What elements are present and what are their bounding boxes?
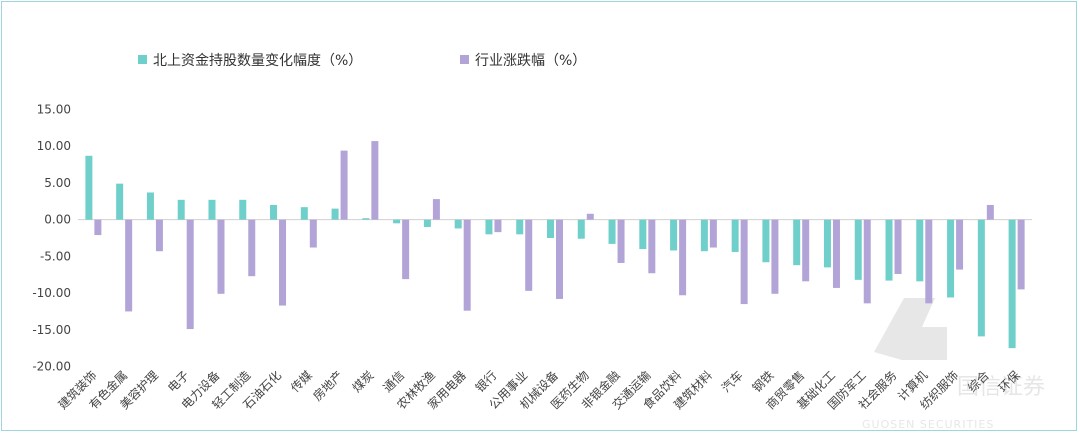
bar [432, 199, 440, 220]
bar [916, 219, 924, 282]
x-tick-label: 钢铁 [750, 368, 777, 395]
bar [270, 204, 278, 220]
bar [885, 219, 893, 281]
bar [709, 219, 717, 248]
bar [279, 219, 287, 306]
legend-swatch-north [138, 55, 147, 64]
legend: 北上资金持股数量变化幅度（%） 行业涨跌幅（%） [138, 53, 586, 69]
bar [155, 219, 163, 252]
bar [802, 219, 810, 282]
x-tick-label: 电子 [165, 368, 192, 395]
x-tick-label: 传媒 [287, 368, 315, 396]
bar [670, 219, 678, 251]
bar [525, 219, 533, 291]
bar [986, 204, 994, 220]
y-tick-label: -15.00 [32, 323, 71, 337]
bar [402, 219, 410, 280]
bar [94, 219, 102, 236]
bar-series [85, 141, 1025, 349]
bar [863, 219, 871, 304]
bar [125, 219, 133, 312]
bar [516, 219, 524, 235]
bar [854, 219, 862, 280]
bar [1017, 219, 1025, 290]
bar [679, 219, 687, 296]
bar [731, 219, 739, 252]
x-tick-label: 通信 [380, 368, 407, 395]
legend-swatch-industry [460, 55, 469, 64]
bar [547, 219, 554, 238]
bar [331, 208, 339, 220]
bar [700, 219, 708, 252]
bar [608, 219, 616, 244]
bar [85, 155, 93, 220]
bar [362, 218, 370, 220]
bar [300, 207, 308, 220]
bar [340, 150, 348, 220]
bar [248, 219, 256, 277]
legend-label-north: 北上资金持股数量变化幅度（%） [153, 53, 362, 69]
series-industry-change [94, 141, 1025, 330]
bar [577, 219, 585, 239]
y-tick-label: -20.00 [32, 360, 71, 374]
bar [116, 183, 124, 220]
y-tick-label: 15.00 [37, 103, 71, 117]
bar [925, 219, 933, 304]
bar [956, 219, 964, 270]
y-tick-label: 10.00 [37, 139, 71, 153]
bar [556, 219, 563, 299]
bar [832, 219, 840, 288]
bar [463, 219, 471, 311]
x-tick-label: 房地产 [310, 368, 346, 404]
bar [393, 219, 401, 224]
bar [894, 219, 902, 274]
y-tick-label: 0.00 [44, 213, 71, 227]
bar [793, 219, 801, 266]
bar [648, 219, 656, 274]
watermark-shape [874, 298, 947, 360]
bar [771, 219, 779, 294]
bar [177, 199, 185, 220]
bar [617, 219, 625, 263]
bar [146, 192, 154, 220]
watermark-logo: 国信证券 GUOSEN SECURITIES [862, 298, 1045, 431]
bar [217, 219, 225, 294]
bar [947, 219, 955, 298]
legend-label-industry: 行业涨跌幅（%） [475, 53, 586, 69]
bar [208, 199, 216, 220]
bar [762, 219, 770, 263]
bar [423, 219, 431, 227]
y-axis: 15.00 10.00 5.00 0.00 -5.00 -10.00 -15.00 -20.0… [32, 103, 71, 374]
y-tick-label: -10.00 [32, 286, 71, 300]
bar [186, 219, 194, 330]
bar [494, 219, 502, 233]
bar [977, 219, 985, 337]
watermark-brand-en: GUOSEN SECURITIES [862, 418, 994, 431]
x-tick-label: 煤炭 [350, 368, 377, 395]
bar [586, 213, 594, 220]
y-tick-label: -5.00 [40, 249, 71, 263]
y-tick-label: 5.00 [44, 176, 71, 190]
bar [309, 219, 317, 248]
bar [740, 219, 748, 305]
bar [1008, 219, 1016, 349]
series-north-capital [85, 155, 1016, 349]
x-tick-label: 汽车 [718, 368, 746, 396]
bar [454, 219, 462, 229]
x-tick-label: 银行 [473, 368, 500, 395]
bar [371, 141, 379, 220]
bar [239, 199, 247, 220]
bar [823, 219, 831, 268]
bar [485, 219, 493, 235]
bar [639, 219, 647, 250]
watermark-brand: 国信证券 [957, 375, 1045, 400]
